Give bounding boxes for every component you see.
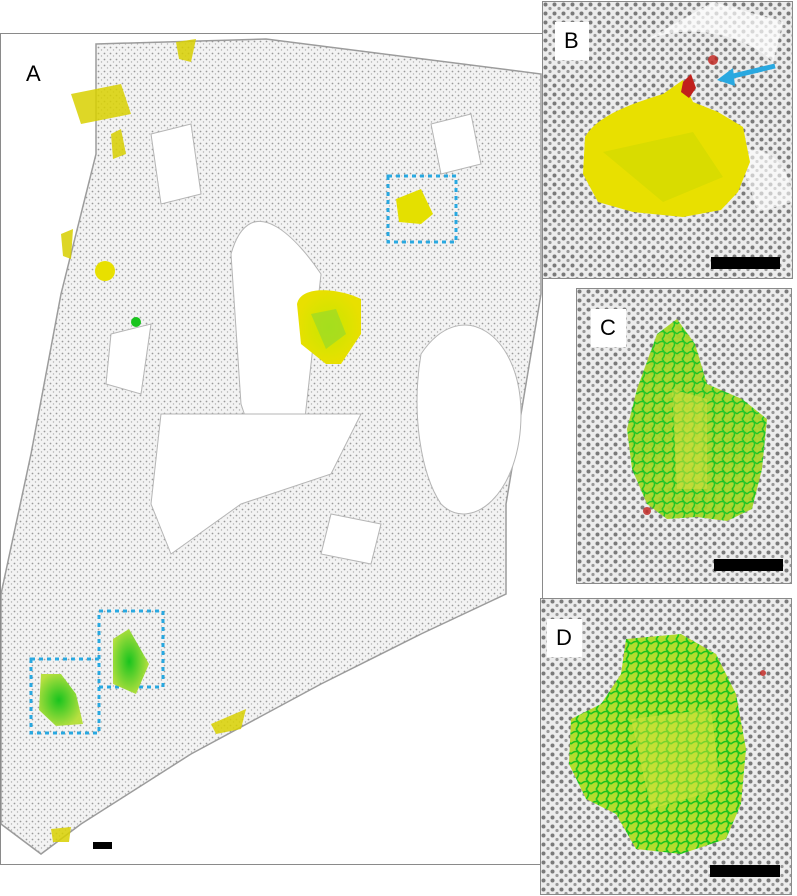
- panel-a-scale-bar: [93, 842, 112, 849]
- lesion-c-overview: [113, 629, 149, 694]
- panel-b-scale-bar: [711, 257, 780, 269]
- panel-d-image: [541, 599, 791, 894]
- lesion-d-overview: [39, 674, 83, 726]
- lesion-b-overview: [396, 189, 433, 224]
- panel-a-label: A: [17, 55, 51, 93]
- panel-d: D: [540, 598, 792, 895]
- panel-d-scale-bar: [710, 865, 780, 877]
- panel-b: B: [542, 1, 793, 279]
- arrow-icon: [717, 63, 776, 86]
- box-d-region: [29, 657, 101, 735]
- panel-c: C: [576, 288, 792, 584]
- panel-c-label: C: [591, 309, 626, 347]
- edge-staining: [51, 39, 246, 842]
- box-b-region: [386, 174, 458, 244]
- panel-a: A: [0, 33, 543, 865]
- panel-a-tissue-image: [1, 38, 542, 855]
- panel-d-label: D: [547, 619, 582, 657]
- airway-spaces: [105, 113, 522, 565]
- panel-c-image: [577, 289, 791, 583]
- lesion-small-yellow: [95, 261, 115, 281]
- red-signal-spot: [681, 74, 696, 98]
- lesion-small-green: [131, 317, 141, 327]
- lesion-b: [583, 80, 750, 217]
- panel-c-scale-bar: [714, 559, 783, 571]
- panel-b-label: B: [555, 22, 589, 60]
